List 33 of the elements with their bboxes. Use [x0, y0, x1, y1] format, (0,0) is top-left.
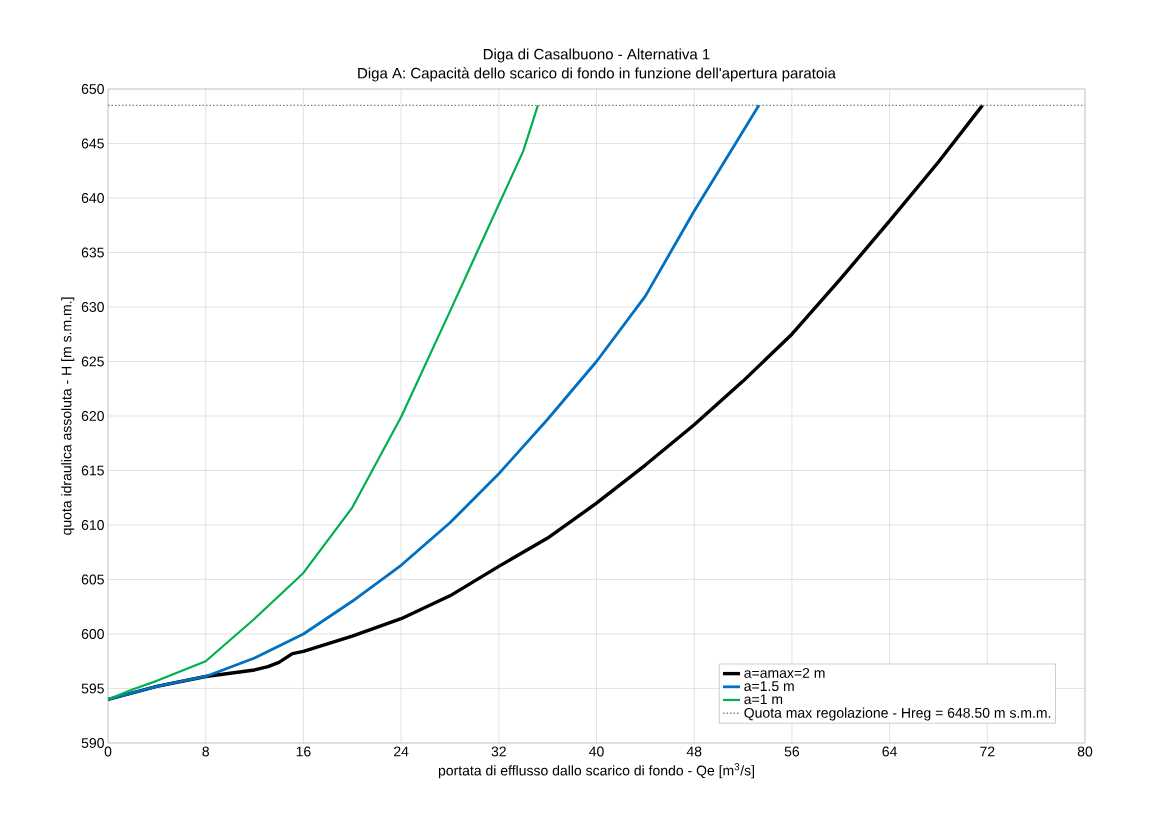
chart-subtitle: Diga A: Capacità dello scarico di fondo in funzione dell'apertura paratoia [358, 67, 836, 82]
y-tick-label: 605 [81, 574, 104, 585]
legend-label: a=1 m [744, 694, 783, 705]
y-tick-label: 615 [81, 465, 104, 476]
x-tick-label: 32 [491, 746, 506, 757]
y-tick-label: 630 [81, 302, 104, 312]
legend-label: a=amax=2 m [744, 667, 825, 678]
y-tick-label: 595 [81, 683, 104, 694]
line-series [108, 104, 539, 701]
x-tick-label: 56 [784, 746, 800, 757]
x-tick-label: 80 [1077, 746, 1093, 757]
y-tick-label: 645 [81, 138, 104, 149]
x-tick-label: 16 [296, 746, 311, 757]
y-tick-label: 590 [81, 738, 104, 748]
legend-label: Quota max regolazione - Hreg = 648.50 m s.m.m. [744, 707, 1051, 721]
y-tick-label: 650 [81, 84, 104, 94]
x-tick-label: 64 [882, 746, 897, 757]
x-tick-label: 40 [589, 746, 604, 757]
y-tick-label: 600 [81, 629, 104, 639]
y-axis-title: quota idraulica assoluta - H [m s.m.m.] [61, 297, 75, 535]
chart-title: Diga di Casalbuono - Alternativa 1 [483, 48, 710, 63]
x-axis-title: portata di efflusso dallo scarico di fondo - Qe [m$^{3}$/s] [438, 763, 754, 779]
y-tick-label: 635 [81, 247, 104, 258]
x-tick-label: 8 [202, 746, 209, 757]
x-tick-label: 72 [980, 746, 995, 757]
x-tick-label: 48 [686, 746, 702, 757]
y-tick-label: 625 [81, 356, 104, 367]
y-tick-label: 620 [81, 411, 104, 421]
x-tick-label: 24 [394, 746, 409, 757]
legend-label: a=1.5 m [744, 681, 794, 692]
y-tick-label: 640 [81, 193, 104, 203]
x-tick-label: 0 [104, 746, 112, 757]
y-tick-label: 610 [81, 520, 104, 530]
